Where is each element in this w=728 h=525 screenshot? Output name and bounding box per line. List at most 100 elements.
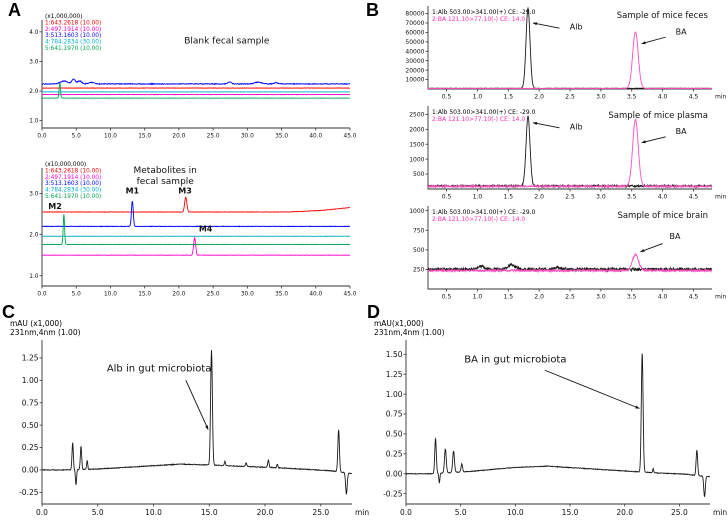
x-tick-label: 20.0 xyxy=(616,508,633,517)
chart-sample-mice-brain: 0.5 1.0 1.5 2.0 2.5 3.0 3.5 4.0 4.5 min 250 500 750 1… xyxy=(409,206,727,301)
chart-sample-mice-plasma: 0.5 1.0 1.5 2.0 2.5 3.0 3.5 4.0 4.5 min 500 1000 150… xyxy=(409,106,727,201)
x-tick-label: 2.0 xyxy=(534,194,544,201)
annotation-text: Blank fecal sample xyxy=(184,37,270,47)
annotation-text: BA xyxy=(669,232,680,241)
x-tick-label: 25.0 xyxy=(207,133,220,139)
y-tick-label: 1.00 xyxy=(22,376,39,385)
legend-line: 1:Alb 503.00>341.00(+) CE: -29.0 xyxy=(432,9,536,16)
y-tick-label: 10000 xyxy=(405,77,424,84)
y-tick-label: 1.25 xyxy=(386,370,403,379)
annotation-text: Alb xyxy=(570,23,583,32)
y-tick-label: 70000 xyxy=(405,20,424,27)
y-tick-label: 3.0 xyxy=(29,192,39,198)
x-tick-label: 30.0 xyxy=(241,291,254,297)
y-tick-label: 2500 xyxy=(409,112,424,119)
annotation-arrowhead xyxy=(640,248,645,252)
series-trace xyxy=(42,214,350,246)
x-tick-label: 2.0 xyxy=(534,94,544,101)
y-tick-label: 1.50 xyxy=(386,350,403,359)
annotation-arrow xyxy=(544,369,640,409)
y-tick-label: 60000 xyxy=(405,30,424,37)
annotation-text: M3 xyxy=(178,186,192,195)
x-tick-label: 2.5 xyxy=(565,294,575,301)
annotation-text: M1 xyxy=(126,186,140,195)
y-tick-label: 0.50 xyxy=(22,421,39,430)
y-tick-label: 0.75 xyxy=(386,410,403,419)
x-tick-label: 45.0 xyxy=(344,133,357,139)
legend-line: 2:BA 121.10>77.10(-) CE: 14.0 xyxy=(432,216,525,223)
annotation-text: Alb in gut microbiota xyxy=(107,363,212,374)
annotation-arrow xyxy=(185,380,209,430)
legend-line: 1:643.2618 (10.00) xyxy=(45,168,101,174)
y-tick-label: 1.00 xyxy=(386,390,403,399)
x-tick-label: 4.5 xyxy=(689,194,699,201)
x-tick-label: 3.5 xyxy=(627,294,637,301)
y-tick-label: 1.0 xyxy=(29,274,39,280)
legend-line: 3:513.1603 (10.00) xyxy=(45,181,101,187)
y-tick-label: 2.0 xyxy=(29,233,39,239)
legend-line: 3:513.1603 (10.00) xyxy=(45,33,101,39)
x-tick-label: 20.0 xyxy=(172,291,185,297)
y-tick-label: 1.25 xyxy=(22,354,39,363)
y-tick-label: 1500 xyxy=(409,141,424,148)
y-tick-label: -0.25 xyxy=(383,489,403,498)
series-trace xyxy=(42,236,350,256)
axes xyxy=(427,6,712,90)
legend-line: 1:643.2618 (10.00) xyxy=(45,20,101,26)
series-trace xyxy=(428,31,712,89)
annotation-text: Metabolites in xyxy=(134,166,197,176)
panel-label-d: D xyxy=(367,302,380,322)
legend-line: 2:497.1914 (10.00) xyxy=(45,175,101,181)
x-tick-label: 25.0 xyxy=(671,508,688,517)
series-trace xyxy=(428,118,712,189)
legend-line: 2:BA 121.10>77.10(-) CE: 14.0 xyxy=(432,16,525,23)
annotation-text: Alb xyxy=(570,122,583,131)
annotation-arrowhead xyxy=(205,425,209,430)
annotation-text: M4 xyxy=(199,224,213,233)
annotation-text: BA xyxy=(676,127,687,136)
axes xyxy=(427,106,712,190)
annotation-text: BA xyxy=(676,27,687,36)
x-tick-label: 30.0 xyxy=(241,133,254,139)
x-tick-label: 0.0 xyxy=(400,508,412,517)
y-tick-label: 30000 xyxy=(405,58,424,65)
chart-metabolites-in-fecal-sample: 0.0 5.0 10.0 15.0 20.0 25.0 30.0 35.0 40.0 45.0 1.… xyxy=(29,162,357,297)
x-tick-label: 1.0 xyxy=(473,94,483,101)
y-tick-label: 0.00 xyxy=(386,469,403,478)
chart-blank-fecal-sample: 0.0 5.0 10.0 15.0 20.0 25.0 30.0 35.0 40.0 45.0 1.… xyxy=(29,14,357,139)
x-axis-unit: min xyxy=(355,508,369,517)
series-trace xyxy=(42,82,350,99)
x-tick-label: 3.0 xyxy=(596,194,606,201)
y-tick-label: 0.75 xyxy=(22,398,39,407)
y-tick-label: 500 xyxy=(413,171,425,178)
chart-sample-mice-feces: 0.5 1.0 1.5 2.0 2.5 3.0 3.5 4.0 4.5 min 10000 20000… xyxy=(405,6,727,101)
annotation-arrow xyxy=(532,122,560,129)
x-axis-unit: min xyxy=(715,94,727,101)
series-trace xyxy=(42,196,350,213)
y-tick-label: 0.50 xyxy=(386,430,403,439)
y-tick-label: 500 xyxy=(413,247,425,254)
x-tick-label: 45.0 xyxy=(344,291,357,297)
x-tick-label: 3.5 xyxy=(627,94,637,101)
legend-line: (x1,000,000) xyxy=(45,14,82,20)
annotation-text: fecal sample xyxy=(137,177,195,187)
legend-line: 2:497.1914 (10.00) xyxy=(45,27,101,33)
axes xyxy=(427,206,712,290)
x-tick-label: 10.0 xyxy=(104,133,117,139)
x-tick-label: 1.0 xyxy=(473,194,483,201)
annotation-arrow xyxy=(641,136,666,144)
y-tick-label: 1000 xyxy=(409,156,424,163)
legend-line: 5:641.1970 (10.00) xyxy=(45,46,101,52)
x-tick-label: 35.0 xyxy=(275,291,288,297)
y-tick-label: -0.25 xyxy=(19,488,39,497)
y-tick-label: 2000 xyxy=(409,126,424,133)
annotation-arrow xyxy=(640,243,663,253)
panel-label-a: A xyxy=(8,0,21,20)
x-tick-label: 10.0 xyxy=(507,508,524,517)
x-tick-label: 4.5 xyxy=(689,94,699,101)
x-tick-label: 2.5 xyxy=(565,94,575,101)
x-tick-label: 10.0 xyxy=(104,291,117,297)
x-tick-label: 4.0 xyxy=(658,194,668,201)
y-tick-label: 80000 xyxy=(405,11,424,18)
